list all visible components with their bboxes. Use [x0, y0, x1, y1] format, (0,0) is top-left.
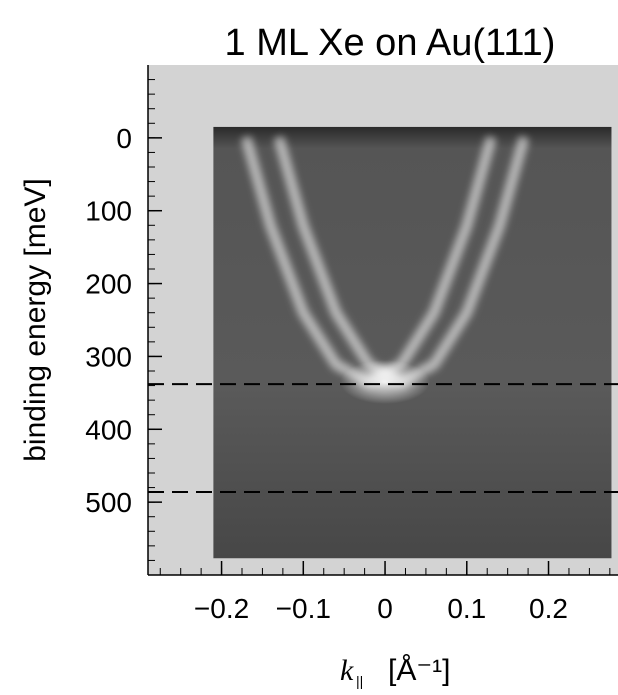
band-bottom-glow — [340, 359, 431, 404]
y-axis-label: binding energy [meV] — [19, 178, 52, 462]
y-tick-label: 500 — [85, 487, 132, 518]
x-label-unit: [Å⁻¹] — [388, 654, 451, 687]
x-label-symbol: k — [340, 654, 354, 687]
x-tick-label: 0 — [377, 593, 393, 624]
x-tick-label: 0.1 — [447, 593, 486, 624]
y-tick-label: 0 — [116, 123, 132, 154]
y-tick-label: 100 — [85, 196, 132, 227]
x-axis-label: k || [Å⁻¹] — [340, 654, 451, 689]
x-label-subscript: || — [356, 673, 363, 689]
x-tick-label: 0.2 — [529, 593, 568, 624]
x-tick-label: −0.1 — [276, 593, 331, 624]
y-tick-label: 200 — [85, 269, 132, 300]
x-tick-label: −0.2 — [194, 593, 249, 624]
y-tick-label: 400 — [85, 414, 132, 445]
chart-title: 1 ML Xe on Au(111) — [225, 22, 556, 64]
y-tick-label: 300 — [85, 341, 132, 372]
